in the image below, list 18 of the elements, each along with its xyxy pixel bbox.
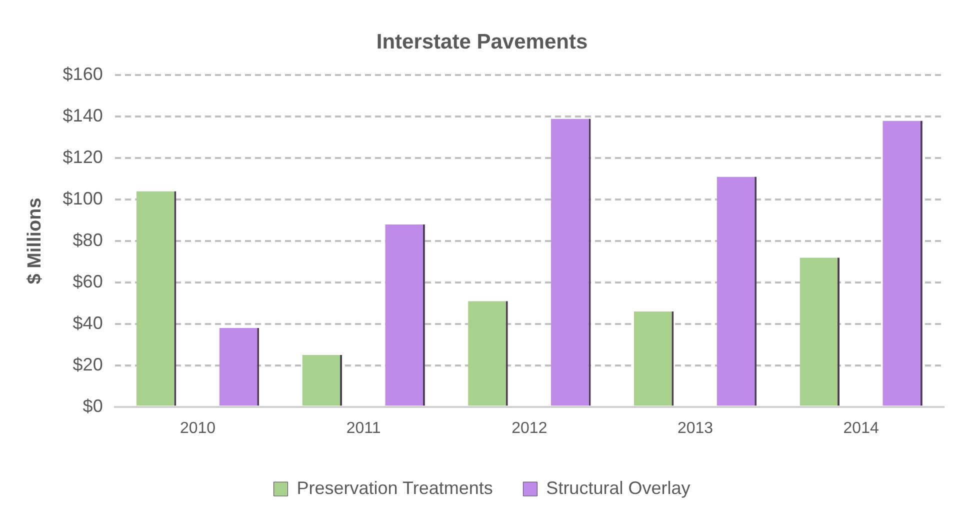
legend-label: Preservation Treatments [296,478,493,498]
chart-title: Interstate Pavements [376,30,588,54]
y-tick-label: $120 [62,147,103,168]
y-tick-label: $100 [62,188,103,209]
x-tick-label: 2014 [843,420,879,437]
x-tick-label: 2012 [512,420,548,437]
y-axis-title: $ Millions [24,198,46,284]
x-tick-label: 2010 [180,420,216,437]
y-tick-label: $60 [72,271,103,292]
y-tick-label: $80 [72,230,103,250]
x-tick-label: 2011 [346,420,381,437]
y-tick-label: $0 [82,396,103,416]
y-tick-label: $40 [72,312,103,333]
y-tick-label: $140 [62,106,103,126]
x-tick-label: 2013 [677,420,714,437]
legend-label: Structural Overlay [546,478,690,498]
y-tick-label: $160 [62,64,103,84]
y-tick-label: $20 [72,354,103,374]
